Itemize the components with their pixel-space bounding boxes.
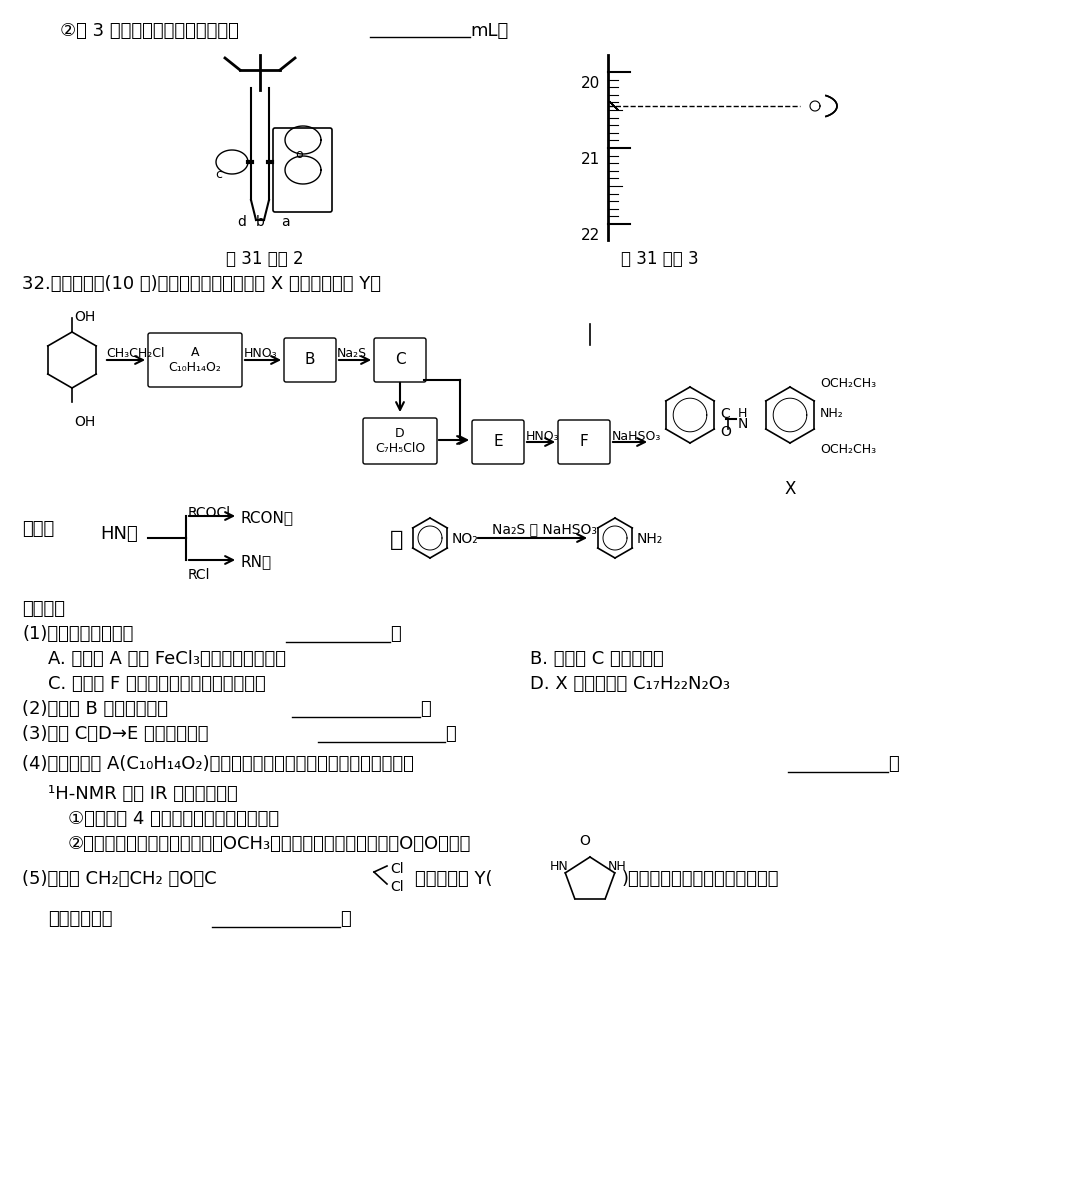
FancyBboxPatch shape [148,333,242,387]
Text: (4)写出化合物 A(C₁₀H₁₄O₂)同时符合下列条件的同分异构体的结构简式: (4)写出化合物 A(C₁₀H₁₄O₂)同时符合下列条件的同分异构体的结构简式 [22,755,414,774]
Text: (3)写出 C＋D→E 的化学方程式: (3)写出 C＋D→E 的化学方程式 [22,725,208,743]
Text: RCON＜: RCON＜ [240,510,293,526]
Text: a: a [281,215,289,229]
Text: )的合成路线（用流程图表示，无: )的合成路线（用流程图表示，无 [622,870,780,888]
Text: c: c [215,168,222,181]
Text: X: X [784,479,796,498]
FancyBboxPatch shape [363,418,437,464]
Text: HNO₃: HNO₃ [526,430,559,443]
Text: CH₃CH₂Cl: CH₃CH₂Cl [106,347,164,360]
FancyBboxPatch shape [558,420,610,464]
Text: 第 31 题图 3: 第 31 题图 3 [621,250,699,268]
Text: ②分子中含有苯环、甲氧基（－OCH₃），没有羟基、过氧键（－O－O－）。: ②分子中含有苯环、甲氧基（－OCH₃），没有羟基、过氧键（－O－O－）。 [68,835,471,853]
Text: OH: OH [75,309,95,324]
Text: C: C [720,407,730,420]
Text: C. 化合物 F 能发生加成、取代、还原反应: C. 化合物 F 能发生加成、取代、还原反应 [48,676,266,693]
Text: 。: 。 [420,700,431,718]
Text: C: C [394,352,405,367]
Text: NH₂: NH₂ [820,407,843,420]
Text: 。: 。 [390,625,401,642]
Text: ②图 3 中显示滴定终点时的读数是: ②图 3 中显示滴定终点时的读数是 [60,22,239,40]
Text: 21: 21 [581,152,600,167]
Text: mL。: mL。 [470,22,509,40]
Text: 32.【加试题】(10 分)某研究小组拟合成染料 X 和医药中间体 Y。: 32.【加试题】(10 分)某研究小组拟合成染料 X 和医药中间体 Y。 [22,275,381,293]
Text: NH: NH [608,860,626,873]
Text: 20: 20 [581,76,600,91]
Text: Cl: Cl [390,880,404,894]
Text: HN＜: HN＜ [100,526,138,543]
Text: HNO₃: HNO₃ [244,347,278,360]
Text: NH₂: NH₂ [637,531,663,546]
Text: E: E [494,435,503,450]
Text: OCH₂CH₃: OCH₂CH₃ [820,377,876,390]
Text: NO₂: NO₂ [453,531,478,546]
Text: Na₂S: Na₂S [337,347,367,360]
Text: D. X 的分子式是 C₁₇H₂₂N₂O₃: D. X 的分子式是 C₁₇H₂₂N₂O₃ [530,676,730,693]
Text: o: o [295,148,302,161]
Text: RCl: RCl [188,568,211,582]
Text: (5)设计以 CH₂＝CH₂ 和O＝C: (5)设计以 CH₂＝CH₂ 和O＝C [22,870,217,888]
Text: F: F [580,435,589,450]
FancyBboxPatch shape [472,420,524,464]
Text: NaHSO₃: NaHSO₃ [612,430,661,443]
Text: ①分子中有 4 种化学环境不同的氢原子；: ①分子中有 4 种化学环境不同的氢原子； [68,810,279,828]
FancyBboxPatch shape [273,128,332,213]
Text: RN＜: RN＜ [240,554,271,569]
Text: B: B [305,352,315,367]
Text: OCH₂CH₃: OCH₂CH₃ [820,443,876,456]
Text: 。: 。 [445,725,456,743]
Text: d: d [238,215,246,229]
Text: O: O [580,834,591,848]
Text: 。: 。 [340,911,351,928]
Text: H: H [738,407,747,420]
Text: ；: ； [390,530,403,550]
Text: 请回答：: 请回答： [22,600,65,618]
Text: 为原料制备 Y(: 为原料制备 Y( [415,870,492,888]
Text: 22: 22 [581,228,600,243]
Text: A
C₁₀H₁₄O₂: A C₁₀H₁₄O₂ [168,346,221,374]
Text: O: O [720,425,731,439]
Text: OH: OH [75,415,95,429]
Text: A. 化合物 A 能与 FeCl₃溶液发生显色反应: A. 化合物 A 能与 FeCl₃溶液发生显色反应 [48,650,286,668]
Text: RCOCl: RCOCl [188,505,231,520]
Text: (2)化合物 B 的结构简式是: (2)化合物 B 的结构简式是 [22,700,168,718]
Text: Cl: Cl [390,862,404,876]
Text: 。: 。 [888,755,899,774]
Text: Na₂S 或 NaHSO₃: Na₂S 或 NaHSO₃ [492,522,597,536]
Text: 机试剂任选）: 机试剂任选） [48,911,112,928]
Text: HN: HN [550,860,569,873]
Text: 第 31 题图 2: 第 31 题图 2 [226,250,303,268]
Text: 已知：: 已知： [22,520,54,539]
Text: b: b [256,215,265,229]
FancyBboxPatch shape [284,338,336,381]
Text: N: N [738,417,748,431]
Text: B. 化合物 C 具有弱碱性: B. 化合物 C 具有弱碱性 [530,650,664,668]
FancyBboxPatch shape [374,338,426,381]
Text: ¹H-NMR 谱和 IR 谱检测表明：: ¹H-NMR 谱和 IR 谱检测表明： [48,785,238,803]
Text: D
C₇H₅ClO: D C₇H₅ClO [375,428,426,455]
Text: (1)下列说法正确的是: (1)下列说法正确的是 [22,625,133,642]
